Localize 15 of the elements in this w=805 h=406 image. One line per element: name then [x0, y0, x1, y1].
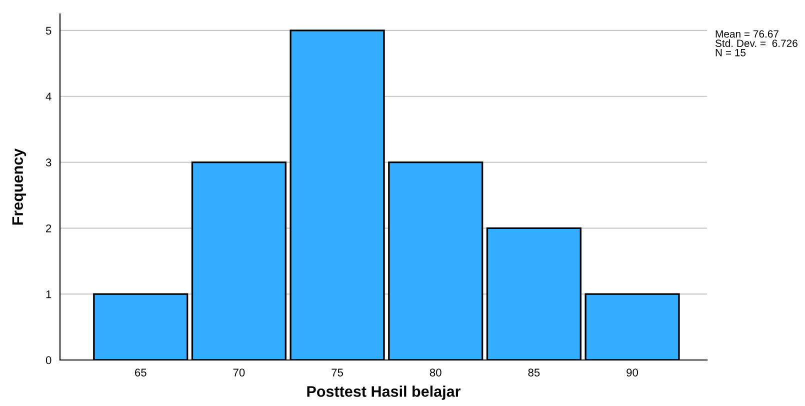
y-tick-label: 3	[46, 158, 52, 166]
x-tick-label: 80	[430, 368, 442, 376]
y-tick-label: 2	[46, 224, 52, 232]
text: Mean = 76.67 Std. Dev. = 6.726 N = 15	[715, 30, 798, 56]
x-tick-label: 65	[135, 368, 146, 376]
y-tick-label: 1	[46, 290, 52, 298]
x-axis-title: Posttest Hasil belajar	[307, 386, 461, 400]
y-axis-title: Frequency	[12, 148, 26, 225]
x-tick-label: 70	[233, 368, 245, 376]
x-tick-label: 85	[528, 368, 540, 376]
y-tick-label: 4	[46, 92, 52, 100]
y-tick-label: 0	[46, 356, 52, 364]
y-tick-label: 5	[46, 26, 52, 35]
x-tick-label: 75	[332, 368, 343, 376]
x-tick-label: 90	[626, 368, 638, 376]
